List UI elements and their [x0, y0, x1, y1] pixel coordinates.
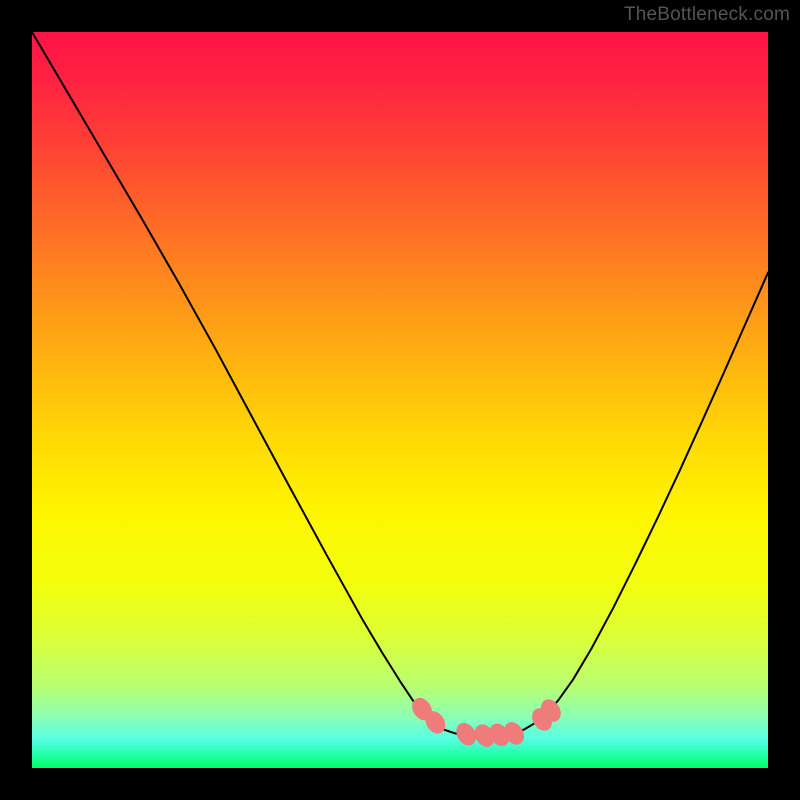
chart-svg	[32, 32, 768, 768]
gradient-background	[32, 32, 768, 768]
plot-area	[32, 32, 768, 768]
watermark-text: TheBottleneck.com	[624, 4, 790, 26]
chart-frame: TheBottleneck.com	[0, 0, 800, 800]
